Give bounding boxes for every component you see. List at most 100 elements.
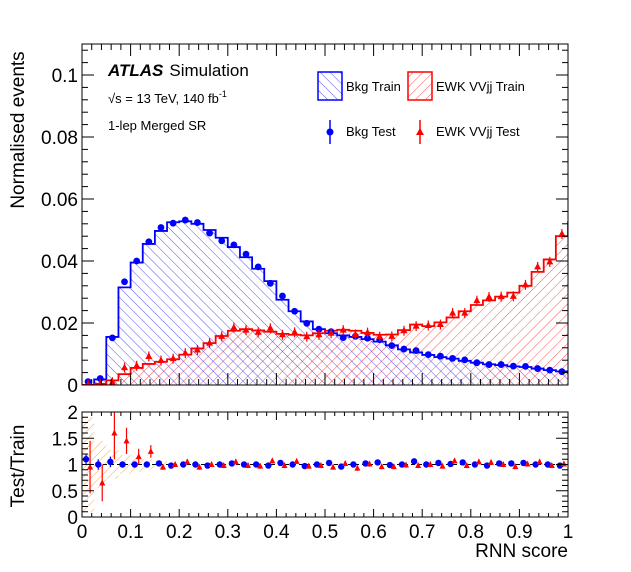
ewk-test-point	[327, 329, 335, 336]
main-y-tick-label: 0.08	[41, 128, 78, 149]
ratio-bkg-point	[95, 461, 102, 468]
bkg-test-point	[412, 347, 420, 354]
ratio-ewk-point	[354, 464, 361, 471]
ewk-test-point	[254, 328, 262, 335]
legend: Bkg Train EWK VVjj Train Bkg Test EWK VV…	[317, 71, 525, 144]
ewk-test-point	[230, 323, 238, 331]
ratio-bkg-point	[410, 458, 418, 465]
ratio-ewk-point	[245, 462, 252, 469]
ratio-ewk-point	[196, 463, 203, 470]
ewk-test-point	[145, 352, 153, 359]
ewk-test-point	[193, 345, 201, 353]
main-plot-area	[82, 150, 614, 385]
ratio-bkg-point	[192, 461, 199, 468]
main-y-tick-label: 0	[67, 376, 78, 397]
ratio-y-tick-label: 1	[67, 456, 78, 477]
ratio-ewk-point	[159, 463, 166, 470]
ratio-bkg-point	[532, 461, 539, 468]
ratio-y-axis-label: Test/Train	[8, 425, 29, 508]
ewk-test-point	[157, 356, 165, 364]
ewk-test-point	[291, 328, 299, 335]
ratio-bkg-point	[617, 462, 623, 468]
region-text: 1-lep Merged SR	[108, 118, 206, 133]
legend-marker-bkg-test	[326, 128, 334, 136]
ratio-bkg-point	[325, 459, 333, 467]
bkg-test-point	[583, 371, 590, 378]
ewk-test-point	[376, 332, 384, 340]
bkg-test-point	[364, 334, 371, 342]
bkg-test-point	[145, 238, 153, 246]
bkg-test-point	[108, 334, 116, 342]
ratio-bkg-point	[216, 461, 223, 468]
ratio-ewk-point	[463, 462, 470, 469]
ewk-test-point	[85, 380, 91, 385]
ewk-test-point	[449, 309, 457, 316]
ratio-bkg-point	[593, 459, 599, 465]
ratio-ewk-point	[111, 429, 118, 436]
ratio-ewk-point	[390, 463, 397, 470]
bkg-test-point	[497, 361, 505, 368]
bkg-test-point	[315, 325, 323, 333]
ratio-bkg-point	[508, 460, 515, 467]
legend-swatch-bkg-train	[317, 71, 343, 101]
main-y-tick-label: 0.1	[52, 66, 78, 87]
bkg-test-point	[595, 372, 602, 379]
main-x-ticks	[81, 44, 569, 385]
ewk-test-point	[473, 296, 481, 304]
ratio-ewk-point	[293, 457, 300, 464]
ewk-test-point	[339, 326, 347, 333]
ratio-bkg-point	[374, 459, 381, 466]
ratio-ewk-point	[500, 461, 507, 467]
bkg-test-point	[157, 224, 165, 231]
bkg-test-point	[181, 216, 189, 224]
ratio-bkg-point	[386, 461, 394, 469]
ratio-ewk-point	[451, 457, 458, 464]
ewk-test-point	[388, 332, 396, 339]
bkg-test-point	[230, 241, 238, 249]
bkg-test-point	[607, 374, 614, 381]
ratio-ewk-point	[99, 479, 106, 486]
simulation-text: Simulation	[169, 61, 248, 80]
x-tick-label: 0.9	[506, 522, 532, 543]
x-tick-label: 0	[77, 522, 88, 543]
ewk-test-point	[412, 322, 420, 329]
ratio-bkg-point	[180, 461, 187, 468]
ratio-bkg-point	[228, 460, 236, 467]
ewk-test-point	[436, 320, 444, 328]
legend-label-bkg-test: Bkg Test	[346, 124, 396, 139]
ratio-bkg-point	[313, 461, 321, 468]
x-axis-label: RNN score	[475, 541, 568, 562]
ewk-test-point	[521, 280, 529, 288]
ratio-x-ticks: 0 0.1 0.2 0.3 0.4 0.5 0.6 0.7 0.8 0.9 1	[77, 412, 573, 543]
bkg-test-point	[279, 292, 286, 300]
ratio-bkg-point	[119, 461, 126, 468]
ratio-bkg-point	[277, 459, 284, 467]
ratio-bkg-point	[459, 459, 466, 466]
legend-label-ewk-test: EWK VVjj Test	[436, 124, 520, 139]
bkg-test-point	[121, 278, 128, 286]
ratio-ewk-point	[184, 458, 191, 465]
ewk-test-point	[509, 292, 517, 299]
bkg-test-point	[133, 257, 141, 265]
ratio-bkg-point	[350, 461, 357, 468]
legend-marker-ewk-test	[416, 128, 424, 135]
main-y-axis-label: Normalised events	[8, 51, 29, 208]
ewk-test-point	[534, 262, 542, 270]
ratio-ewk-point	[342, 459, 349, 466]
ratio-bkg-point	[155, 460, 163, 467]
ewk-test-point	[218, 332, 226, 339]
bkg-test-point	[400, 345, 408, 353]
main-y-tick-label: 0.02	[41, 314, 78, 335]
ratio-ewk-point	[475, 458, 482, 465]
bkg-test-point	[388, 342, 396, 350]
ewk-test-point	[497, 292, 505, 300]
ewk-test-point	[607, 150, 614, 157]
bkg-test-point	[558, 368, 566, 376]
ratio-ewk-point	[269, 457, 276, 464]
bkg-test-point	[534, 365, 542, 372]
ratio-bkg-point	[435, 459, 442, 467]
bkg-test-point	[303, 319, 311, 327]
ratio-ewk-point	[548, 462, 555, 469]
ratio-ewk-point	[573, 462, 579, 468]
